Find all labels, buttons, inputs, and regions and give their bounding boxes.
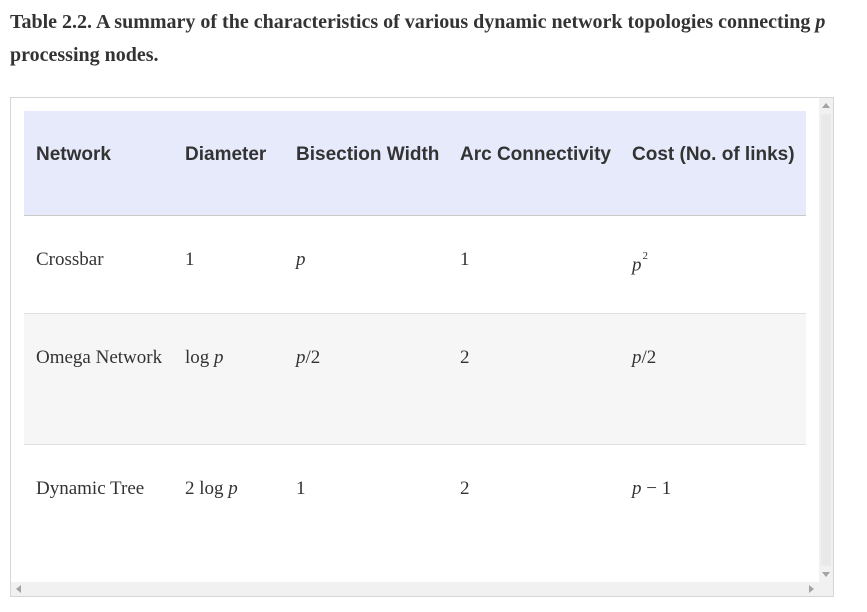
- caption-text: Table 2.2. A summary of the characterist…: [10, 11, 811, 33]
- vertical-scrollbar[interactable]: [819, 98, 833, 582]
- cell-cost: p2: [620, 215, 806, 314]
- cell-network: Omega Network: [24, 313, 173, 445]
- cell-arc: 1: [448, 215, 620, 314]
- header-diameter: Diameter: [173, 111, 284, 216]
- topology-table: Network Diameter Bisection Width Arc Con…: [24, 111, 806, 554]
- arrow-left-icon[interactable]: [16, 585, 21, 593]
- cell-bisection-var: p: [296, 248, 306, 270]
- cell-diameter-var: p: [214, 346, 224, 368]
- cell-cost: p/2: [620, 313, 806, 445]
- cell-cost: p − 1: [620, 444, 806, 554]
- cell-cost-var: p: [632, 346, 642, 368]
- cell-cost-var: p: [632, 253, 642, 275]
- arrow-up-icon[interactable]: [822, 103, 830, 108]
- table-row: Omega Network log p p/2 2 p/2: [24, 313, 806, 445]
- header-cost: Cost (No. of links): [620, 111, 806, 216]
- cell-diameter-prefix: log: [185, 346, 210, 368]
- table-header-row: Network Diameter Bisection Width Arc Con…: [24, 111, 806, 216]
- table-caption: Table 2.2. A summary of the characterist…: [10, 6, 850, 72]
- cell-cost-suffix: − 1: [641, 477, 672, 499]
- cell-diameter-var: p: [228, 477, 238, 499]
- arrow-down-icon[interactable]: [822, 572, 830, 577]
- cell-bisection: p/2: [284, 313, 448, 445]
- caption-variable: p: [815, 11, 826, 33]
- table-wrapper: Network Diameter Bisection Width Arc Con…: [24, 111, 806, 554]
- table-scroll-container[interactable]: Network Diameter Bisection Width Arc Con…: [10, 97, 834, 597]
- cell-diameter-prefix: 2 log: [185, 477, 224, 499]
- cell-diameter: log p: [173, 313, 284, 445]
- cell-bisection: p: [284, 215, 448, 314]
- arrow-right-icon[interactable]: [809, 585, 814, 593]
- caption-suffix: processing nodes.: [10, 44, 159, 66]
- header-bisection-width: Bisection Width: [284, 111, 448, 216]
- cell-diameter: 2 log p: [173, 444, 284, 554]
- horizontal-scrollbar[interactable]: [11, 582, 819, 596]
- cell-cost-suffix: /2: [641, 346, 657, 368]
- cell-cost-exponent: 2: [642, 249, 649, 262]
- cell-diameter: 1: [173, 215, 284, 314]
- table-row: Crossbar 1 p 1 p2: [24, 215, 806, 314]
- cell-cost-var: p: [632, 477, 642, 499]
- cell-bisection-var: p: [296, 346, 306, 368]
- header-arc-connectivity: Arc Connectivity: [448, 111, 620, 216]
- header-network: Network: [24, 111, 173, 216]
- cell-bisection: 1: [296, 477, 306, 499]
- cell-arc: 2: [460, 477, 470, 499]
- vertical-scroll-thumb[interactable]: [821, 114, 831, 566]
- cell-bisection-suffix: /2: [305, 346, 321, 368]
- table-row: Dynamic Tree 2 log p 1 2 p − 1: [24, 444, 806, 554]
- cell-arc: 2: [448, 313, 620, 445]
- cell-network: Crossbar: [24, 215, 173, 314]
- cell-network: Dynamic Tree: [36, 477, 145, 499]
- scrollbar-corner: [819, 582, 833, 596]
